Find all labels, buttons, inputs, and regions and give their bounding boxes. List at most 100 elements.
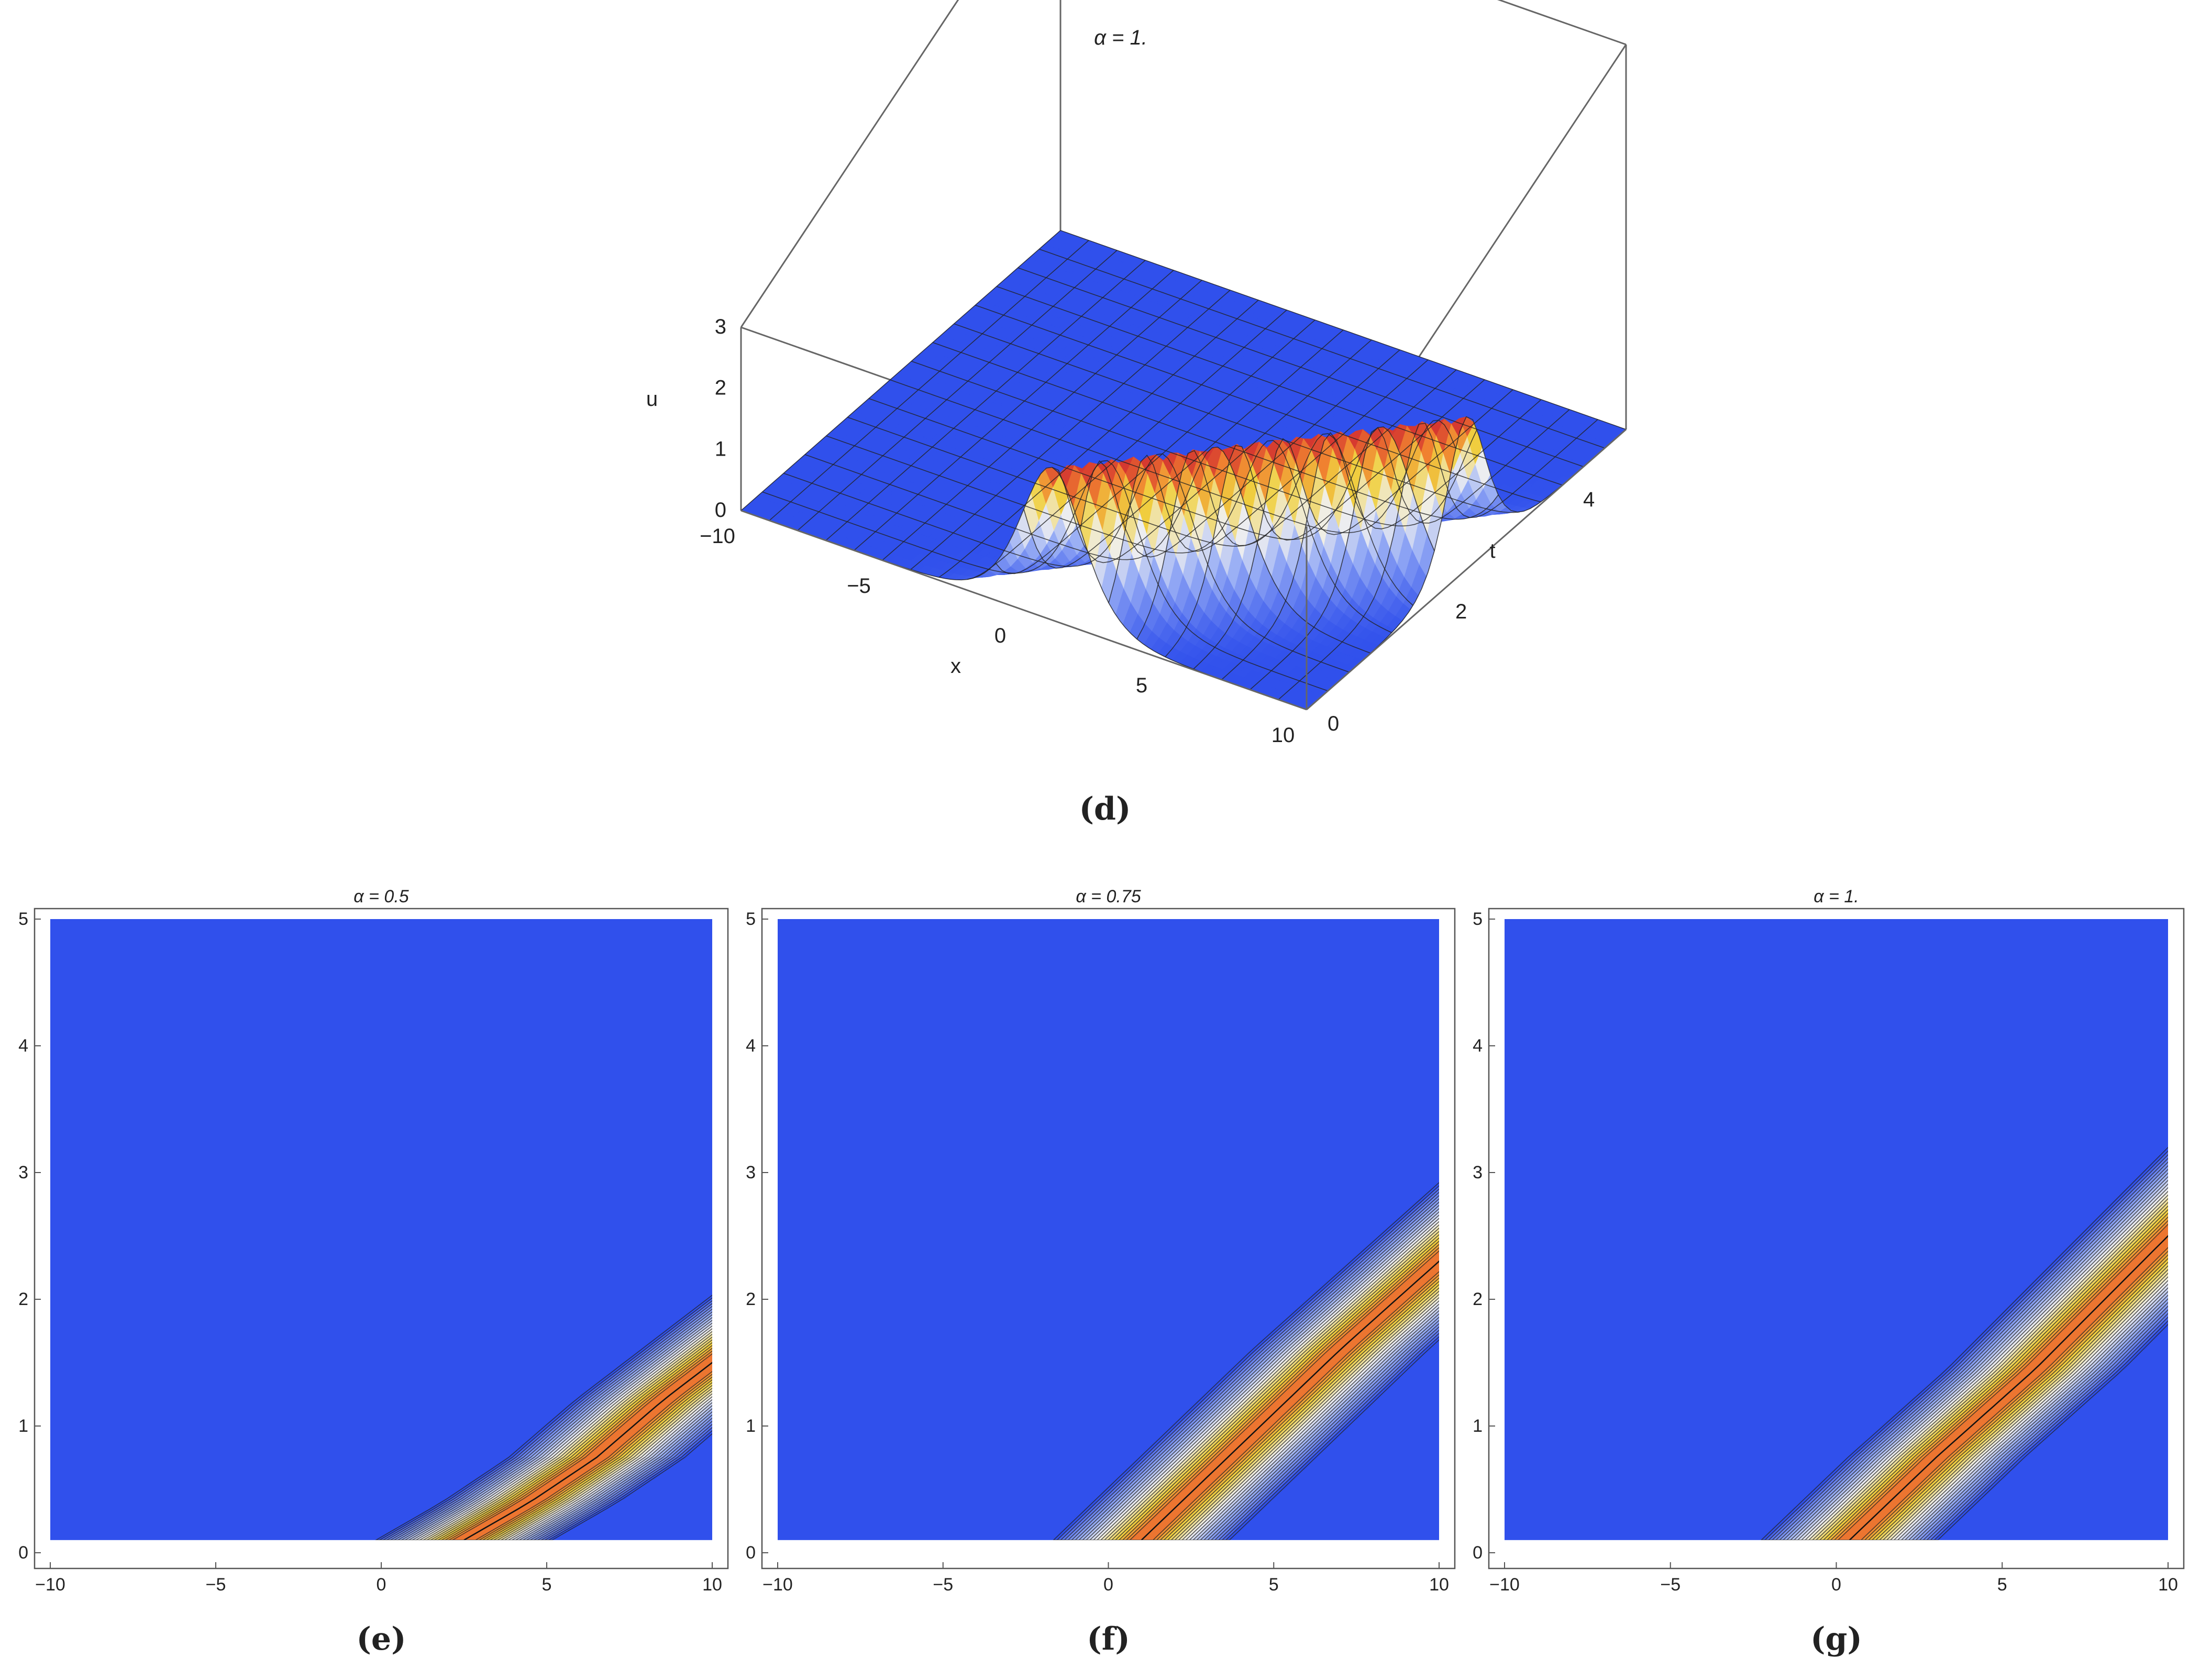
panel-caption: (e)	[357, 1621, 406, 1657]
x-tick-label: −10	[762, 1575, 793, 1595]
mesh-line-x	[1250, 409, 1570, 690]
contour-plot-panel-g: α = 1. −10 −5 0 5 10 0 1 2 3 4 5 (g)	[1473, 887, 2185, 1657]
t-axis-label: t	[1489, 539, 1495, 562]
plot-title: α = 1.	[1814, 887, 1859, 907]
bounding-box-edge	[740, 0, 959, 328]
mesh-line-t	[954, 323, 1520, 513]
y-tick-label: 5	[18, 909, 28, 929]
mesh-line-x	[1108, 359, 1429, 603]
x-tick-label: −5	[1660, 1575, 1681, 1595]
mesh-line-x	[740, 230, 1061, 511]
x-tick-label: 10	[2158, 1575, 2178, 1595]
contour-band	[425, 1333, 712, 1541]
y-tick-label: 0	[1473, 1543, 1483, 1563]
mesh-line-t	[1039, 248, 1605, 449]
panel-caption: (d)	[1079, 791, 1131, 827]
surface-mesh	[740, 230, 1627, 710]
bounding-box-edge	[740, 510, 1307, 711]
plot-background	[1505, 919, 2168, 1553]
x-axis-label: x	[950, 655, 961, 678]
contour-band	[389, 1306, 712, 1541]
contour-band	[1826, 1212, 2168, 1541]
mesh-line-x	[910, 290, 1231, 570]
mesh-line-t	[996, 286, 1563, 485]
y-tick-label: 3	[18, 1163, 28, 1182]
plot-title: α = 0.5	[353, 887, 408, 907]
mesh-line-x	[995, 319, 1315, 574]
x-tick-label: −10	[35, 1575, 65, 1595]
x-tick-label: 5	[1997, 1575, 2007, 1595]
mesh-line-x	[938, 300, 1259, 578]
x-tick-label: 10	[1272, 724, 1295, 747]
u-axis-label: u	[646, 388, 658, 411]
x-tick-label: 10	[702, 1575, 722, 1595]
x-tick-label: −10	[1489, 1575, 1520, 1595]
y-tick-label: 2	[746, 1289, 756, 1309]
mesh-line-t	[911, 360, 1478, 527]
mesh-line-x	[854, 270, 1174, 551]
contour-band	[1811, 1198, 2168, 1541]
contour-band	[1829, 1216, 2168, 1541]
u-tick-label: 0	[715, 499, 726, 522]
x-tick-label: 5	[1269, 1575, 1279, 1595]
t-tick-label: 2	[1455, 600, 1467, 623]
x-tick-label: −5	[206, 1575, 226, 1595]
mesh-line-t	[1018, 267, 1584, 467]
mesh-line-t	[847, 416, 1413, 606]
x-tick-label: 0	[1103, 1575, 1113, 1595]
mesh-line-t	[890, 379, 1456, 534]
y-tick-label: 5	[746, 909, 756, 929]
x-tick-label: 5	[542, 1575, 552, 1595]
mesh-line-t	[783, 453, 1350, 673]
x-tick-label: 10	[1429, 1575, 1449, 1595]
u-tick-label: 2	[715, 377, 726, 400]
x-tick-label: 5	[1136, 674, 1147, 697]
mesh-line-x	[769, 240, 1089, 521]
x-tick-label: −5	[847, 574, 871, 598]
mesh-line-x	[1221, 399, 1542, 680]
mesh-line-x	[882, 280, 1202, 561]
ridge-contour-line	[1849, 1235, 2168, 1541]
mesh-line-t	[975, 304, 1541, 503]
y-tick-label: 2	[18, 1289, 28, 1309]
plot-bottom-strip	[1505, 1540, 2168, 1553]
contour-bands	[1505, 1146, 2168, 1553]
mesh-line-t	[804, 446, 1371, 654]
mesh-line-t	[762, 460, 1328, 692]
contour-band	[1822, 1209, 2168, 1541]
contour-band	[1815, 1201, 2168, 1541]
u-tick-label: 1	[715, 437, 726, 460]
mesh-line-x	[967, 310, 1287, 580]
surface-plot-panel-d: α = 1. 0 1 2 3 u −10 −5 0 5 10 x 0 2 4 t (d)	[646, 0, 1627, 827]
plot-bottom-strip	[778, 1540, 1439, 1553]
y-tick-label: 0	[746, 1543, 756, 1563]
contour-plot-panel-e: α = 0.5 −10 −5 0 5 10 0 1 2 3 4 5 (e)	[18, 887, 729, 1657]
mesh-line-t	[1060, 230, 1627, 430]
y-tick-label: 1	[18, 1416, 28, 1436]
y-tick-label: 3	[746, 1163, 756, 1182]
contour-band	[1800, 1187, 2168, 1541]
plot-title: α = 1.	[1094, 26, 1147, 49]
y-tick-label: 1	[1473, 1416, 1483, 1436]
t-tick-label: 0	[1328, 712, 1339, 735]
y-tick-label: 4	[18, 1036, 28, 1056]
y-tick-label: 0	[18, 1543, 28, 1563]
contour-band	[1804, 1190, 2168, 1541]
contour-band	[1833, 1220, 2168, 1541]
mesh-line-x	[1136, 369, 1457, 639]
contour-band	[1807, 1194, 2168, 1541]
mesh-line-x	[797, 250, 1118, 531]
y-tick-label: 4	[746, 1036, 756, 1056]
y-tick-label: 4	[1473, 1036, 1483, 1056]
y-tick-label: 1	[746, 1416, 756, 1436]
x-tick-label: −5	[933, 1575, 953, 1595]
plot-bottom-strip	[50, 1540, 712, 1553]
x-tick-label: 0	[1831, 1575, 1841, 1595]
x-tick-label: 0	[994, 624, 1006, 647]
contour-band	[1129, 1250, 1439, 1541]
mesh-line-x	[1193, 389, 1513, 670]
u-tick-label: 3	[715, 315, 726, 338]
y-tick-label: 3	[1473, 1163, 1483, 1182]
contour-band	[1818, 1205, 2168, 1541]
